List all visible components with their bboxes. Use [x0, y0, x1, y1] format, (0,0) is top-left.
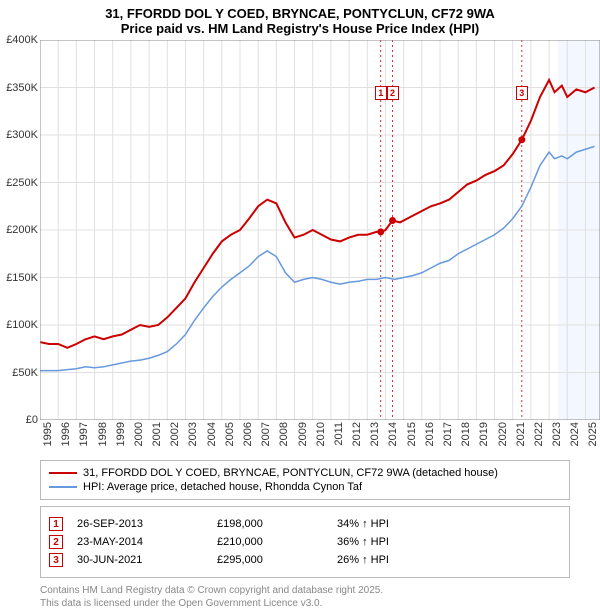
footer-line-2: This data is licensed under the Open Gov… [40, 597, 600, 610]
y-axis: £0£50K£100K£150K£200K£250K£300K£350K£400… [0, 40, 40, 420]
x-tick-label: 2001 [151, 422, 163, 452]
sales-percent: 26% ↑ HPI [337, 554, 561, 566]
container: 31, FFORDD DOL Y COED, BRYNCAE, PONTYCLU… [0, 0, 600, 590]
x-tick-label: 2015 [406, 422, 418, 452]
footer-text: Contains HM Land Registry data © Crown c… [40, 584, 600, 610]
sales-marker-icon: 2 [49, 535, 63, 549]
x-tick-label: 2018 [460, 422, 472, 452]
sales-marker-icon: 3 [49, 553, 63, 567]
legend-item: HPI: Average price, detached house, Rhon… [49, 481, 561, 493]
x-tick-label: 2009 [297, 422, 309, 452]
y-tick-label: £200K [6, 224, 38, 236]
x-tick-label: 2005 [224, 422, 236, 452]
sales-row: 2 23-MAY-2014£210,00036% ↑ HPI [49, 535, 561, 549]
x-tick-label: 2020 [497, 422, 509, 452]
sale-marker-2: 2 [387, 86, 399, 100]
x-tick-label: 2022 [533, 422, 545, 452]
sales-date: 23-MAY-2014 [77, 536, 217, 548]
sales-row: 3 30-JUN-2021£295,00026% ↑ HPI [49, 553, 561, 567]
x-tick-label: 2007 [260, 422, 272, 452]
sales-marker-icon: 1 [49, 517, 63, 531]
x-tick-label: 2012 [351, 422, 363, 452]
y-tick-label: £350K [6, 82, 38, 94]
x-tick-label: 2024 [569, 422, 581, 452]
y-tick-label: £150K [6, 272, 38, 284]
y-tick-label: £250K [6, 177, 38, 189]
legend-item: 31, FFORDD DOL Y COED, BRYNCAE, PONTYCLU… [49, 467, 561, 479]
x-tick-label: 2004 [206, 422, 218, 452]
x-tick-label: 1995 [42, 422, 54, 452]
y-tick-label: £100K [6, 319, 38, 331]
x-tick-label: 1998 [97, 422, 109, 452]
x-tick-label: 1996 [60, 422, 72, 452]
sales-table: 1 26-SEP-2013£198,00034% ↑ HPI 2 23-MAY-201… [40, 506, 570, 578]
legend-swatch [49, 486, 77, 488]
x-tick-label: 2010 [315, 422, 327, 452]
legend-box: 31, FFORDD DOL Y COED, BRYNCAE, PONTYCLU… [40, 460, 570, 500]
x-tick-label: 2019 [478, 422, 490, 452]
x-tick-label: 2011 [333, 422, 345, 452]
x-tick-label: 1999 [115, 422, 127, 452]
x-tick-label: 2014 [387, 422, 399, 452]
sale-marker-3: 3 [516, 86, 528, 100]
sales-price: £295,000 [217, 554, 337, 566]
sales-date: 30-JUN-2021 [77, 554, 217, 566]
chart-area: £0£50K£100K£150K£200K£250K£300K£350K£400… [40, 40, 600, 420]
x-tick-label: 2017 [442, 422, 454, 452]
footer-line-1: Contains HM Land Registry data © Crown c… [40, 584, 600, 597]
x-axis: 1995 1996 1997 1998 1999 2000 2001 2002 2003 2004… [40, 420, 600, 452]
y-tick-label: £0 [26, 414, 38, 426]
x-tick-label: 2008 [278, 422, 290, 452]
x-tick-label: 2025 [587, 422, 599, 452]
x-tick-label: 2013 [369, 422, 381, 452]
legend-label: 31, FFORDD DOL Y COED, BRYNCAE, PONTYCLU… [83, 467, 498, 479]
sales-date: 26-SEP-2013 [77, 518, 217, 530]
x-tick-label: 1997 [78, 422, 90, 452]
x-tick-label: 2023 [551, 422, 563, 452]
legend-label: HPI: Average price, detached house, Rhon… [83, 481, 362, 493]
sales-percent: 34% ↑ HPI [337, 518, 561, 530]
x-tick-label: 2006 [242, 422, 254, 452]
y-tick-label: £300K [6, 129, 38, 141]
sales-price: £210,000 [217, 536, 337, 548]
x-tick-label: 2002 [169, 422, 181, 452]
y-tick-label: £400K [6, 34, 38, 46]
sales-row: 1 26-SEP-2013£198,00034% ↑ HPI [49, 517, 561, 531]
sales-price: £198,000 [217, 518, 337, 530]
y-tick-label: £50K [12, 367, 38, 379]
legend-swatch [49, 472, 77, 474]
sale-marker-1: 1 [375, 86, 387, 100]
x-tick-label: 2003 [187, 422, 199, 452]
chart-title: 31, FFORDD DOL Y COED, BRYNCAE, PONTYCLU… [0, 0, 600, 21]
chart-subtitle: Price paid vs. HM Land Registry's House … [0, 21, 600, 40]
x-tick-label: 2016 [424, 422, 436, 452]
x-tick-label: 2021 [515, 422, 527, 452]
sales-percent: 36% ↑ HPI [337, 536, 561, 548]
x-tick-label: 2000 [133, 422, 145, 452]
